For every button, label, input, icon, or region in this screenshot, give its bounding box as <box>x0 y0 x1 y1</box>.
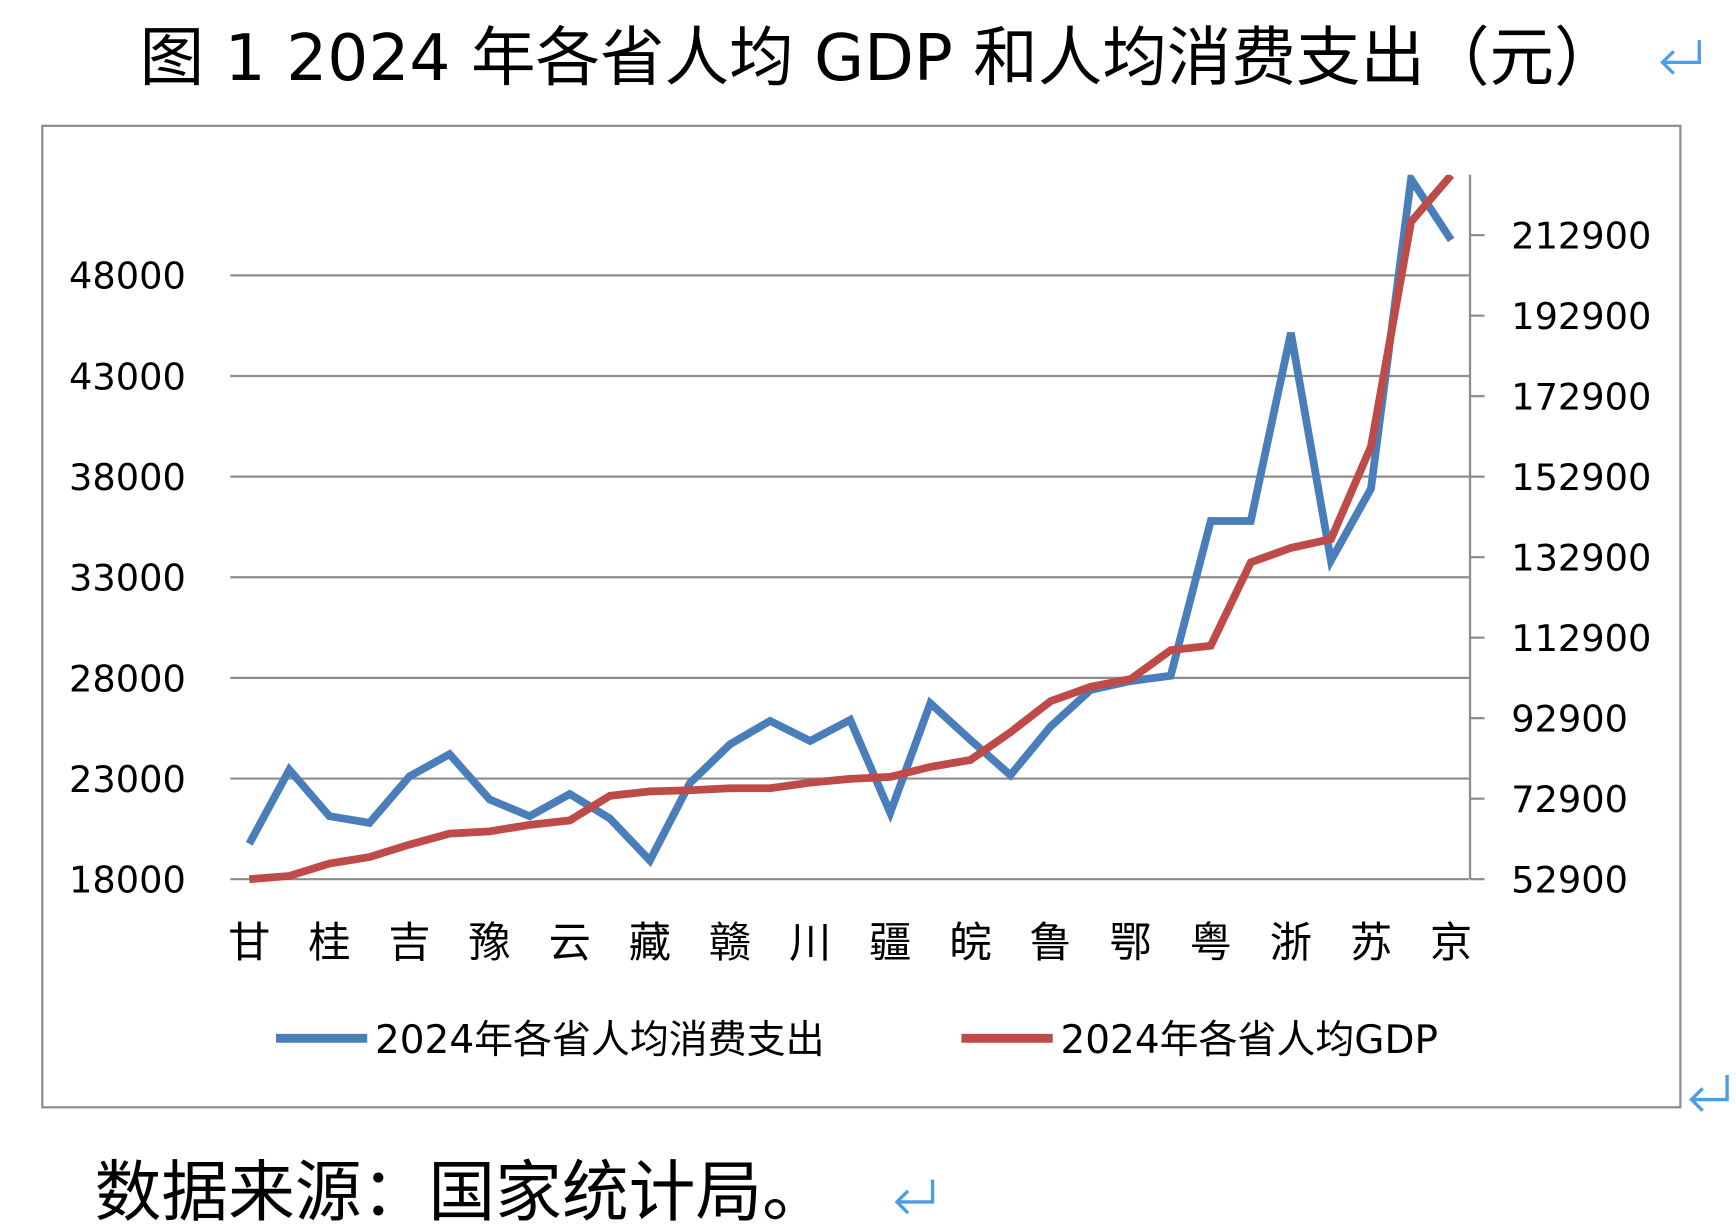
figure-title: 图 1 2024 年各省人均 GDP 和人均消费支出（元） <box>140 21 1619 96</box>
series-lines <box>245 174 1455 884</box>
legend-label: 2024年各省人均GDP <box>1061 1018 1438 1063</box>
chart-border <box>41 124 1682 1109</box>
return-arrow-icon <box>1689 1075 1729 1112</box>
x-axis-tick-label: 甘 <box>228 918 270 967</box>
x-axis-tick-label: 疆 <box>869 918 911 967</box>
legend-label: 2024年各省人均消费支出 <box>375 1018 825 1063</box>
right-axis-tick-label: 132900 <box>1511 537 1651 580</box>
gridlines <box>230 274 1469 881</box>
x-axis-tick-label: 粤 <box>1190 918 1232 967</box>
x-axis-tick-label: 鄂 <box>1109 918 1151 967</box>
x-axis-tick-label: 苏 <box>1350 918 1392 967</box>
x-axis-tick-label: 豫 <box>469 918 511 967</box>
left-axis-tick-label: 48000 <box>69 255 186 298</box>
left-axis-tick-label: 38000 <box>69 456 186 499</box>
x-axis-tick-label: 皖 <box>949 918 991 967</box>
return-arrow-icon <box>894 1179 935 1215</box>
left-axis-tick-label: 28000 <box>69 657 186 700</box>
series-line-consumption <box>245 174 1455 868</box>
axes: 18000 23000 28000 33000 38000 43000 48000 52900… <box>69 174 1651 967</box>
right-axis-tick-label: 52900 <box>1511 859 1628 902</box>
x-axis-tick-label: 川 <box>789 918 831 967</box>
left-axis-tick-label: 18000 <box>69 859 186 902</box>
x-axis-tick-label: 鲁 <box>1029 918 1071 967</box>
left-axis-tick-label: 23000 <box>69 758 186 801</box>
right-axis-tick-label: 212900 <box>1511 214 1651 257</box>
right-axis-tick-label: 112900 <box>1511 617 1651 660</box>
x-axis-tick-label: 桂 <box>308 918 350 967</box>
left-axis-tick-label: 33000 <box>69 557 186 600</box>
x-axis-tick-label: 吉 <box>388 918 430 967</box>
return-arrow-icon <box>1660 40 1701 75</box>
legend: 2024年各省人均消费支出 2024年各省人均GDP <box>275 1018 1438 1063</box>
right-axis-tick-label: 172900 <box>1511 376 1651 419</box>
right-axis-tick-label: 152900 <box>1511 456 1651 499</box>
right-axis-tick-label: 192900 <box>1511 295 1651 338</box>
right-axis-tick-label: 72900 <box>1511 778 1628 821</box>
series-line-gdp <box>248 174 1455 884</box>
left-axis-tick-label: 43000 <box>69 355 186 398</box>
source-note: 数据来源：国家统计局。 <box>95 1153 829 1231</box>
x-axis-tick-label: 赣 <box>709 918 751 967</box>
right-axis-tick-label: 92900 <box>1511 698 1628 741</box>
x-axis-tick-label: 京 <box>1430 918 1472 967</box>
x-axis-tick-label: 浙 <box>1270 918 1312 967</box>
x-axis-tick-label: 云 <box>549 918 591 967</box>
x-axis-tick-label: 藏 <box>629 918 671 967</box>
